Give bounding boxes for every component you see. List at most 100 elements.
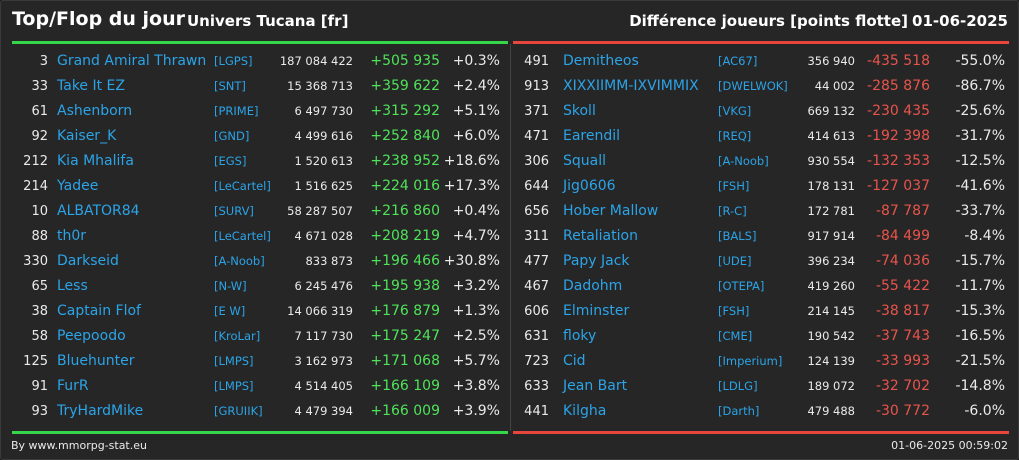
percent-change: -16.5% — [955, 328, 1005, 344]
alliance-tag: [FSH] — [718, 304, 750, 318]
alliance-tag: [OTEPA] — [718, 279, 765, 293]
player-name-link[interactable]: Kia Mhalifa — [57, 153, 134, 169]
points-difference: -33 993 — [875, 353, 930, 369]
page-title: Top/Flop du jour — [12, 8, 185, 30]
alliance-tag: [VKG] — [718, 104, 752, 118]
percent-change: -25.6% — [955, 103, 1005, 119]
points-difference: -230 435 — [867, 103, 930, 119]
points-difference: +166 009 — [370, 403, 440, 419]
player-rank: 38 — [31, 304, 48, 319]
points-difference: -55 422 — [875, 278, 930, 294]
player-name-link[interactable]: Kilgha — [563, 403, 607, 419]
player-name-link[interactable]: floky — [563, 328, 597, 344]
player-name-link[interactable]: Cid — [563, 353, 586, 369]
player-name-link[interactable]: Skoll — [563, 103, 596, 119]
player-name-link[interactable]: Papy Jack — [563, 253, 630, 269]
player-name-link[interactable]: Jig0606 — [563, 178, 616, 194]
player-name-link[interactable]: Retaliation — [563, 228, 638, 244]
player-rank: 125 — [23, 354, 48, 369]
alliance-tag: [CME] — [718, 329, 753, 343]
top-row: 33 Take It EZ [SNT] 15 368 713 +359 622 +2.4% — [12, 74, 508, 99]
player-name-link[interactable]: Jean Bart — [563, 378, 628, 394]
points-difference: +196 466 — [370, 253, 440, 269]
top-row: 3 Grand Amiral Thrawn [LGPS] 187 084 422 +50… — [12, 49, 508, 74]
percent-change: -6.0% — [964, 403, 1005, 419]
alliance-tag: [GND] — [214, 129, 250, 143]
flop-row: 441 Kilgha [Darth] 479 488 -30 772 -6.0% — [513, 399, 1009, 424]
alliance-tag: [LeCartel] — [214, 179, 271, 193]
player-rank: 58 — [31, 329, 48, 344]
fleet-points: 930 554 — [807, 154, 855, 168]
points-difference: +315 292 — [370, 103, 440, 119]
fleet-points: 414 613 — [807, 129, 855, 143]
player-rank: 330 — [23, 254, 48, 269]
player-name-link[interactable]: Squall — [563, 153, 607, 169]
player-name-link[interactable]: Peepoodo — [57, 328, 126, 344]
player-name-link[interactable]: Hober Mallow — [563, 203, 659, 219]
player-rank: 212 — [23, 154, 48, 169]
player-name-link[interactable]: Earendil — [563, 128, 621, 144]
fleet-points: 172 781 — [807, 204, 855, 218]
percent-change: +30.8% — [443, 253, 500, 269]
points-difference: +195 938 — [370, 278, 440, 294]
player-name-link[interactable]: ALBATOR84 — [57, 203, 140, 219]
points-difference: -38 817 — [875, 303, 930, 319]
percent-change: -55.0% — [955, 53, 1005, 69]
top-row: 88 th0r [LeCartel] 4 671 028 +208 219 +4.7% — [12, 224, 508, 249]
fleet-points: 4 479 394 — [294, 404, 353, 418]
player-rank: 91 — [31, 379, 48, 394]
player-name-link[interactable]: Kaiser_K — [57, 128, 117, 144]
player-rank: 441 — [524, 404, 549, 419]
top-row: 91 FurR [LMPS] 4 514 405 +166 109 +3.8% — [12, 374, 508, 399]
player-name-link[interactable]: TryHardMike — [57, 403, 144, 419]
fleet-points: 669 132 — [807, 104, 855, 118]
player-name-link[interactable]: Darkseid — [57, 253, 119, 269]
player-name-link[interactable]: FurR — [57, 378, 89, 394]
column-divider — [510, 44, 511, 431]
universe-label: Univers Tucana [fr] — [187, 12, 349, 30]
player-name-link[interactable]: Dadohm — [563, 278, 623, 294]
fleet-points: 58 287 507 — [287, 204, 353, 218]
player-name-link[interactable]: Yadee — [57, 178, 99, 194]
flop-row: 633 Jean Bart [LDLG] 189 072 -32 702 -14.8% — [513, 374, 1009, 399]
fleet-points: 124 139 — [807, 354, 855, 368]
player-rank: 65 — [31, 279, 48, 294]
top-row: 38 Captain Flof [E W] 14 066 319 +176 879 +1.… — [12, 299, 508, 324]
alliance-tag: [Imperium] — [718, 354, 783, 368]
top-row: 330 Darkseid [A-Noob] 833 873 +196 466 +30.8% — [12, 249, 508, 274]
alliance-tag: [EGS] — [214, 154, 247, 168]
points-difference: -74 036 — [875, 253, 930, 269]
player-name-link[interactable]: Take It EZ — [57, 78, 125, 94]
flop-row: 631 floky [CME] 190 542 -37 743 -16.5% — [513, 324, 1009, 349]
player-name-link[interactable]: Elminster — [563, 303, 630, 319]
points-difference: +166 109 — [370, 378, 440, 394]
alliance-tag: [N-W] — [214, 279, 247, 293]
player-name-link[interactable]: Captain Flof — [57, 303, 141, 319]
percent-change: +5.7% — [452, 353, 500, 369]
alliance-tag: [BALS] — [718, 229, 757, 243]
alliance-tag: [DWELWOK] — [718, 79, 788, 93]
alliance-tag: [A-Noob] — [718, 154, 769, 168]
alliance-tag: [KroLar] — [214, 329, 261, 343]
percent-change: +6.0% — [452, 128, 500, 144]
player-rank: 92 — [31, 129, 48, 144]
points-difference: -84 499 — [875, 228, 930, 244]
fleet-points: 6 245 476 — [294, 279, 353, 293]
flop-row: 491 Demitheos [AC67] 356 940 -435 518 -55.0% — [513, 49, 1009, 74]
player-name-link[interactable]: Less — [57, 278, 88, 294]
points-difference: -127 037 — [867, 178, 930, 194]
player-rank: 633 — [524, 379, 549, 394]
points-difference: +175 247 — [370, 328, 440, 344]
player-name-link[interactable]: Bluehunter — [57, 353, 135, 369]
player-rank: 214 — [23, 179, 48, 194]
player-name-link[interactable]: Ashenborn — [57, 103, 133, 119]
percent-change: -15.3% — [955, 303, 1005, 319]
player-name-link[interactable]: XIXXIIMM-IXVIMMIX — [563, 78, 699, 94]
fleet-points: 190 542 — [807, 329, 855, 343]
player-rank: 631 — [524, 329, 549, 344]
player-name-link[interactable]: th0r — [57, 228, 87, 244]
source-credit: By www.mmorpg-stat.eu — [11, 439, 147, 452]
fleet-points: 178 131 — [807, 179, 855, 193]
player-name-link[interactable]: Demitheos — [563, 53, 639, 69]
player-name-link[interactable]: Grand Amiral Thrawn — [57, 53, 207, 69]
